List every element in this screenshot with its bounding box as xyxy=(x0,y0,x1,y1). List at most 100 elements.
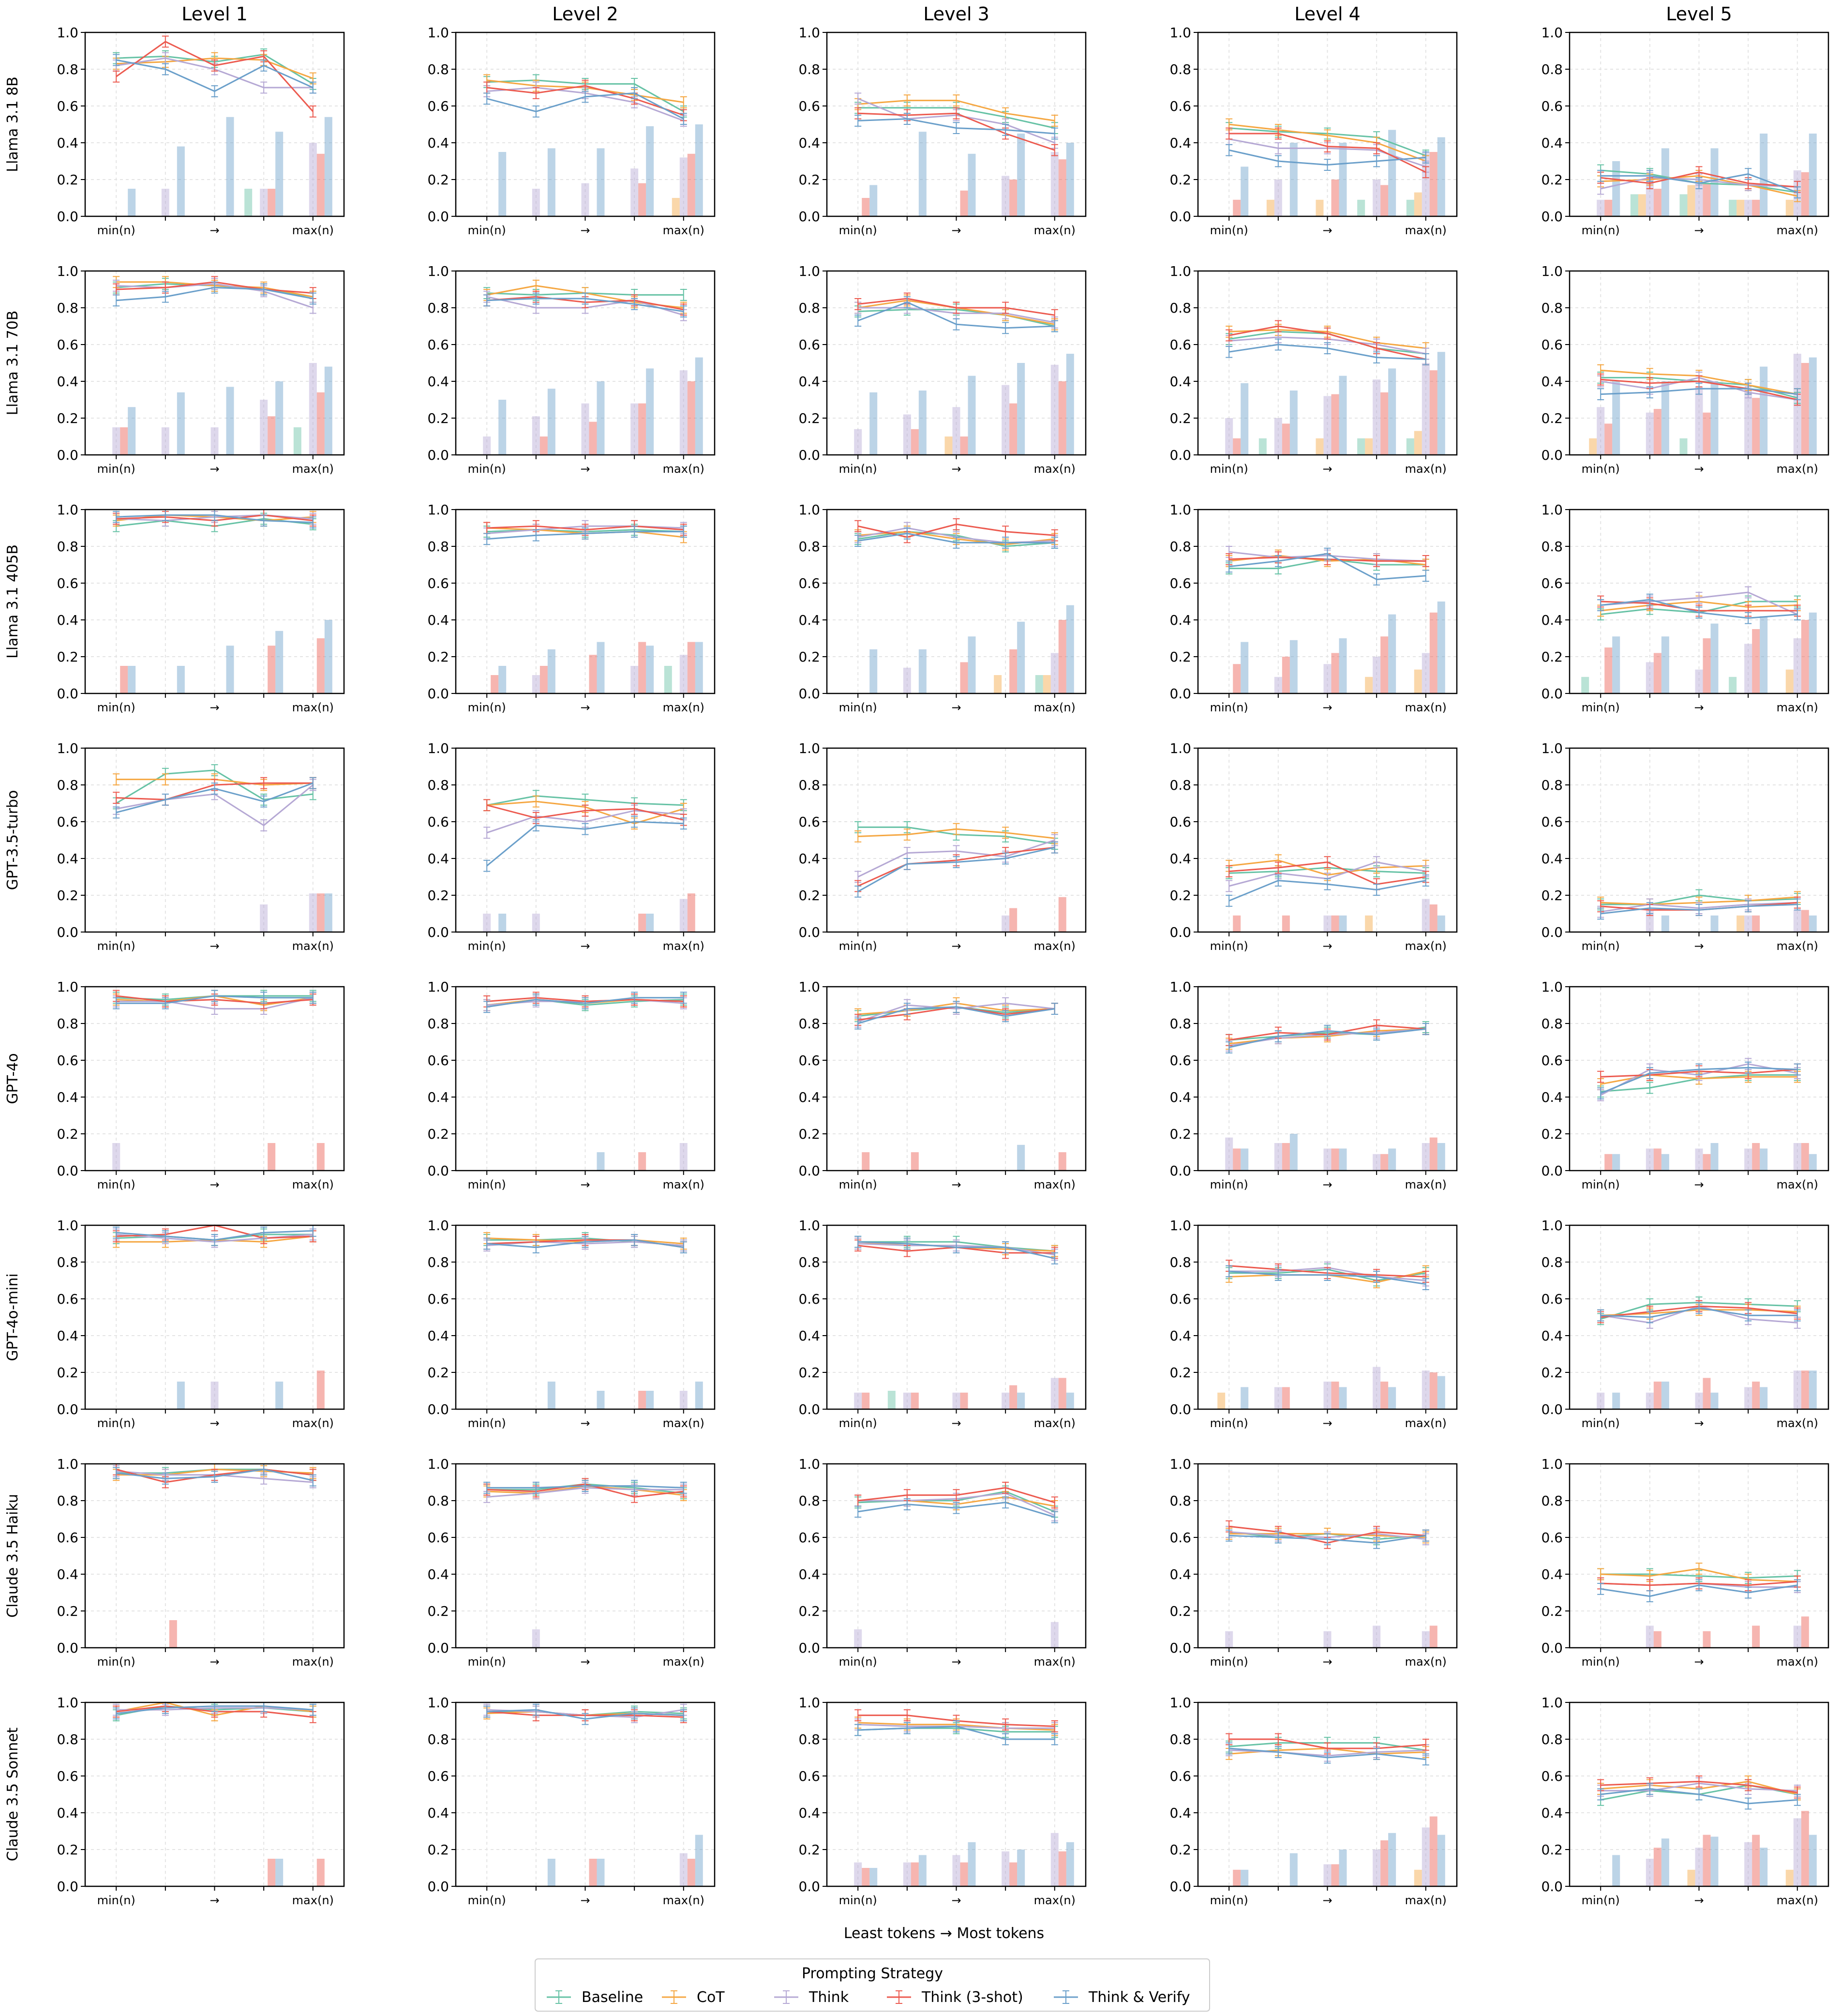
bar xyxy=(1785,1869,1794,1886)
y-tick-label: 1.0 xyxy=(57,1456,78,1472)
bar xyxy=(547,148,555,216)
x-tick-label: min(n) xyxy=(839,1178,877,1191)
bar xyxy=(1752,398,1760,455)
y-tick-label: 0.0 xyxy=(427,924,449,940)
bar xyxy=(275,132,284,216)
bar xyxy=(275,631,284,693)
y-tick-label: 0.8 xyxy=(798,1254,820,1270)
bar xyxy=(1801,1811,1809,1886)
y-tick-label: 0.2 xyxy=(57,1603,78,1619)
y-tick-label: 1.0 xyxy=(57,263,78,279)
x-tick-label: min(n) xyxy=(1582,1416,1620,1430)
bar xyxy=(1785,669,1794,693)
bar xyxy=(1331,1864,1339,1886)
x-tick-label: min(n) xyxy=(1582,1178,1620,1191)
y-tick-label: 0.4 xyxy=(57,1805,78,1821)
x-tick-label: max(n) xyxy=(1777,1894,1818,1907)
bar xyxy=(1437,1143,1445,1171)
y-tick-label: 0.0 xyxy=(1169,686,1191,702)
x-tick-label: max(n) xyxy=(292,224,334,237)
y-tick-label: 0.2 xyxy=(1169,1842,1191,1858)
bar xyxy=(1002,1392,1010,1409)
bar xyxy=(646,126,654,216)
y-tick-label: 0.6 xyxy=(57,1530,78,1546)
row-label: Llama 3.1 405B xyxy=(4,544,21,659)
bar xyxy=(1339,143,1347,216)
y-tick-label: 0.6 xyxy=(1541,337,1563,353)
bar xyxy=(1422,1143,1430,1171)
y-tick-label: 0.8 xyxy=(798,1731,820,1747)
y-tick-label: 0.4 xyxy=(1541,1805,1563,1821)
y-tick-label: 0.0 xyxy=(798,1163,820,1179)
x-tick-label: max(n) xyxy=(663,1178,704,1191)
x-tick-label: max(n) xyxy=(1777,939,1818,953)
bar xyxy=(854,1862,862,1886)
plot-frame xyxy=(1197,986,1458,1172)
bar xyxy=(1653,1382,1661,1409)
bar xyxy=(869,1868,878,1886)
bar xyxy=(960,662,968,693)
y-tick-label: 0.6 xyxy=(1541,1291,1563,1307)
column-title: Level 1 xyxy=(181,3,248,25)
bar xyxy=(1752,1143,1760,1171)
bar xyxy=(226,117,234,216)
x-tick-label: → xyxy=(951,224,961,237)
bar xyxy=(1050,364,1059,455)
subplot: 0.0 0.2 0.4 0.6 0.8 1.0 min(n) → max(n) xyxy=(1169,740,1458,953)
bar xyxy=(1710,1392,1719,1409)
bar xyxy=(1760,1848,1768,1886)
bar xyxy=(498,914,507,932)
x-tick-label: max(n) xyxy=(1405,462,1447,476)
bar xyxy=(547,1382,555,1409)
bar xyxy=(1653,1148,1661,1171)
y-tick-label: 0.6 xyxy=(57,98,78,114)
y-tick-label: 0.8 xyxy=(57,300,78,316)
subplot: 0.0 0.2 0.4 0.6 0.8 1.0 min(n) → max(n) xyxy=(1169,263,1458,476)
y-tick-label: 0.0 xyxy=(1169,1640,1191,1656)
y-tick-label: 0.0 xyxy=(798,686,820,702)
x-tick-label: min(n) xyxy=(839,701,877,714)
bar xyxy=(1695,1148,1703,1171)
bar xyxy=(862,1152,870,1171)
x-tick-label: min(n) xyxy=(1582,939,1620,953)
x-tick-label: max(n) xyxy=(1405,701,1447,714)
bar xyxy=(679,899,688,932)
bar xyxy=(260,400,268,455)
bar xyxy=(483,914,491,932)
bar xyxy=(679,157,688,216)
bar xyxy=(597,1152,605,1171)
y-tick-label: 0.4 xyxy=(798,1805,820,1821)
y-tick-label: 0.0 xyxy=(1541,1879,1563,1895)
x-tick-label: → xyxy=(951,939,961,953)
bar xyxy=(1274,418,1282,455)
x-tick-label: min(n) xyxy=(97,462,135,476)
bar xyxy=(1752,629,1760,693)
bar xyxy=(1437,915,1445,932)
y-tick-label: 1.0 xyxy=(427,740,449,756)
y-tick-label: 0.2 xyxy=(427,1603,449,1619)
x-tick-label: max(n) xyxy=(663,462,704,476)
bar xyxy=(581,403,589,455)
bar xyxy=(1331,1382,1339,1409)
y-tick-label: 0.2 xyxy=(57,172,78,188)
bar xyxy=(1597,199,1605,216)
subplot: 0.0 0.2 0.4 0.6 0.8 1.0 min(n) → max(n) xyxy=(1541,1695,1829,1907)
bar xyxy=(1050,1833,1059,1886)
subplot: 0.0 0.2 0.4 0.6 0.8 1.0 min(n) → max(n) xyxy=(427,263,716,476)
y-tick-label: 0.8 xyxy=(1169,777,1191,793)
bar xyxy=(275,1382,284,1409)
bar xyxy=(1266,199,1274,216)
y-tick-label: 0.2 xyxy=(1169,1365,1191,1381)
y-tick-label: 0.0 xyxy=(1541,1401,1563,1417)
y-tick-label: 0.6 xyxy=(1169,1291,1191,1307)
x-tick-label: min(n) xyxy=(1210,224,1248,237)
y-tick-label: 0.0 xyxy=(57,209,78,225)
bar xyxy=(1274,677,1282,693)
plot-frame xyxy=(1197,31,1458,217)
x-tick-label: min(n) xyxy=(468,1894,506,1907)
bar xyxy=(1282,1143,1290,1171)
y-tick-label: 0.8 xyxy=(427,1493,449,1509)
y-tick-label: 0.0 xyxy=(1541,209,1563,225)
bar xyxy=(1373,657,1381,693)
bar xyxy=(1241,1148,1249,1171)
